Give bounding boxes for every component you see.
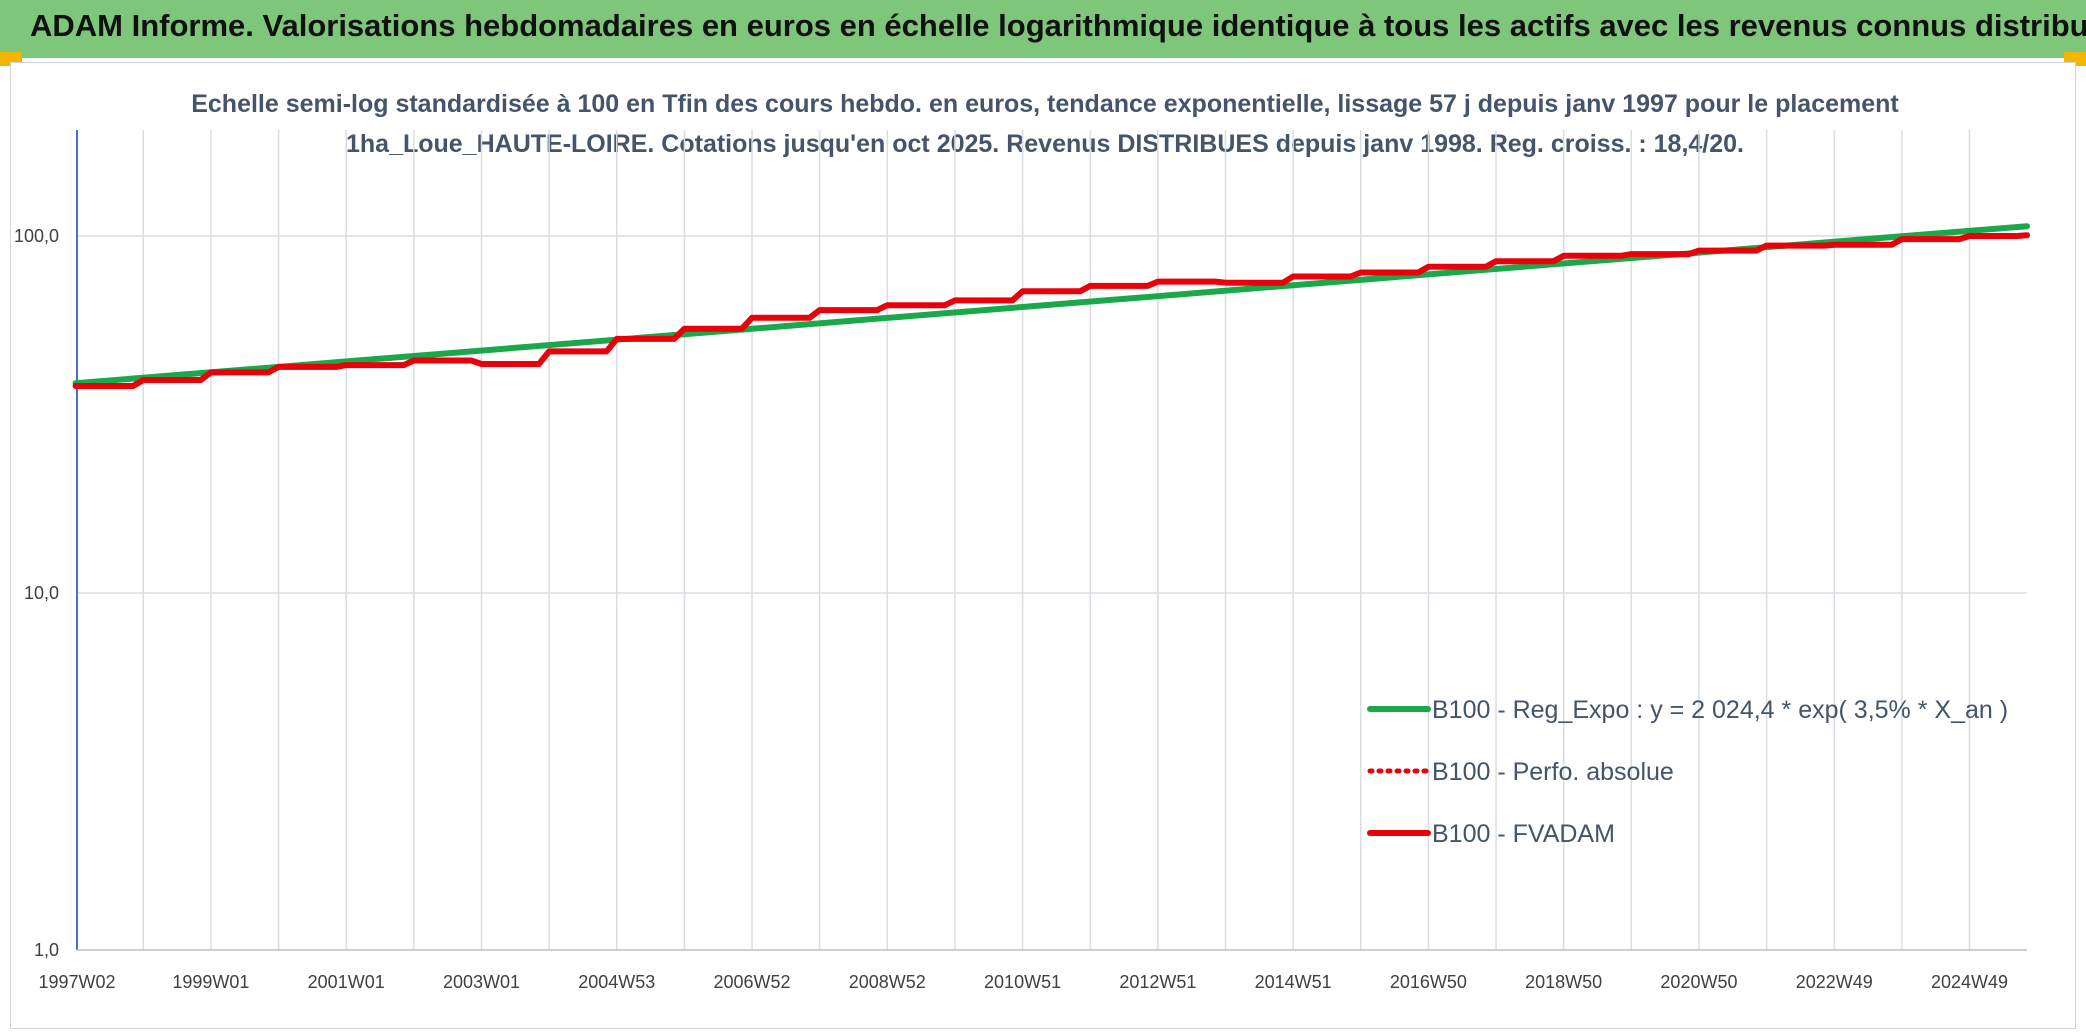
legend-label: B100 - Perfo. absolue xyxy=(1432,758,1674,786)
series-line xyxy=(72,232,2030,389)
x-tick-label: 2014W51 xyxy=(1255,972,1332,992)
axis-layer: 1,0 10,0 100,0 1997W02 1999W01 2001W01 2003W01… xyxy=(14,130,2027,992)
x-tick-label: 2001W01 xyxy=(308,972,385,992)
x-tick-label: 2003W01 xyxy=(443,972,520,992)
legend-label: B100 - Reg_Expo : y = 2 024,4 * exp( 3,5… xyxy=(1432,696,2008,724)
page-title: ADAM Informe. Valorisations hebdomadaire… xyxy=(30,8,2086,43)
y-tick-label: 100,0 xyxy=(14,226,59,246)
series-layer xyxy=(72,223,2030,389)
y-tick-label: 1,0 xyxy=(34,940,59,960)
x-tick-label: 2024W49 xyxy=(1931,972,2008,992)
title-bar: ADAM Informe. Valorisations hebdomadaire… xyxy=(0,0,2086,58)
x-tick-label: 2008W52 xyxy=(849,972,926,992)
y-tick-label: 10,0 xyxy=(24,583,59,603)
chart-area xyxy=(10,62,2076,1029)
x-tick-label: 1999W01 xyxy=(172,972,249,992)
x-tick-label: 2012W51 xyxy=(1119,972,1196,992)
x-tick-label: 2006W52 xyxy=(713,972,790,992)
x-tick-label: 1997W02 xyxy=(38,972,115,992)
x-tick-label: 2018W50 xyxy=(1525,972,1602,992)
chart-subtitle: Echelle semi-log standardisée à 100 en T… xyxy=(191,90,1899,158)
legend: B100 - Reg_Expo : y = 2 024,4 * exp( 3,5… xyxy=(1367,696,2008,848)
x-tick-label: 2010W51 xyxy=(984,972,1061,992)
legend-label: B100 - FVADAM xyxy=(1432,820,1615,848)
x-tick-label: 2022W49 xyxy=(1796,972,1873,992)
x-tick-label: 2016W50 xyxy=(1390,972,1467,992)
x-tick-label: 2004W53 xyxy=(578,972,655,992)
x-tick-label: 2020W50 xyxy=(1660,972,1737,992)
